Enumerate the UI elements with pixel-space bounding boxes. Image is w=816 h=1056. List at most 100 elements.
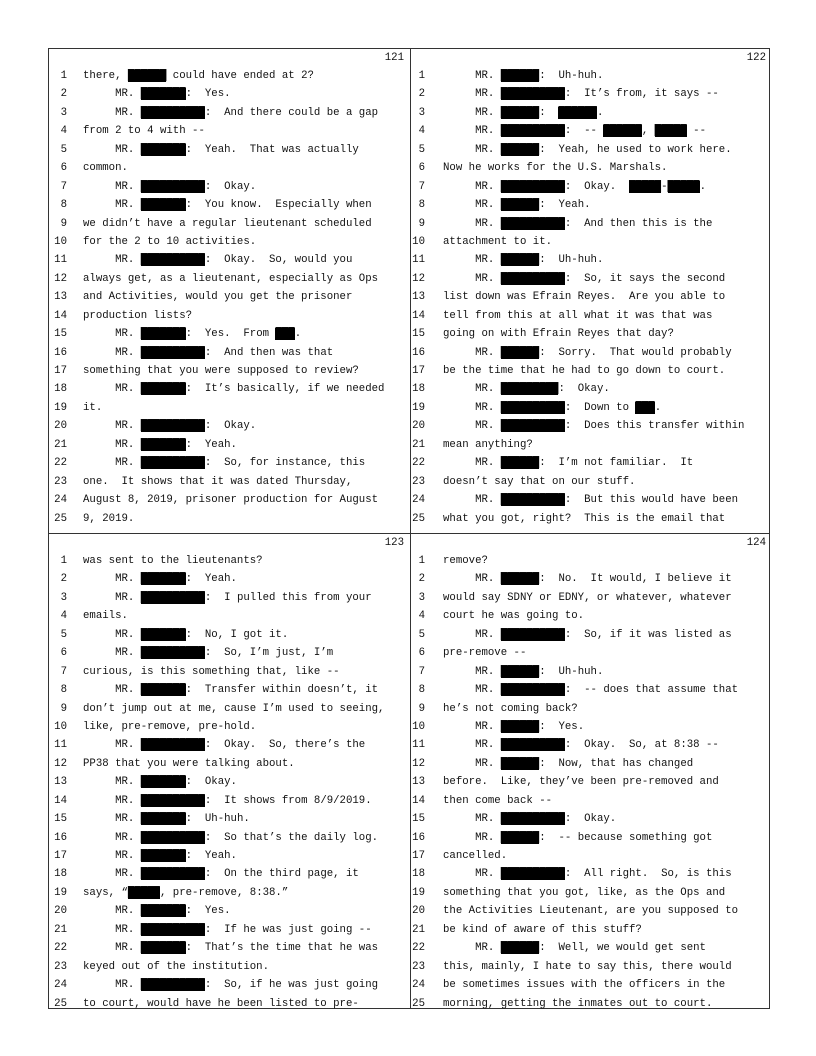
line-text: MR. ██████████: Okay. xyxy=(83,420,257,433)
redaction-box: ██████████ xyxy=(500,420,565,433)
line-text: MR. ██████████: So, if it was listed as xyxy=(443,628,732,641)
redaction-box: ███████ xyxy=(140,328,186,341)
transcript-page: 123 1 was sent to the lieutenants? 2 MR. █… xyxy=(49,534,410,1018)
line-number: 11 xyxy=(54,254,67,267)
transcript-page: 124 1 remove? 2 MR. ██████: No. It would, … xyxy=(411,534,772,1018)
line-text: and Activities, would you get the prison… xyxy=(83,291,353,304)
line-number: 21 xyxy=(412,923,425,936)
line-text: for the 2 to 10 activities. xyxy=(83,235,257,248)
line-number: 2 xyxy=(418,88,425,101)
redaction-box: ██████████ xyxy=(500,401,565,414)
line-text: there, ██████ could have ended at 2? xyxy=(83,70,314,82)
line-text: MR. ██████████: So that’s the daily log. xyxy=(83,831,379,844)
line-number: 15 xyxy=(54,328,67,341)
page-number: 121 xyxy=(384,52,404,64)
line-text: PP38 that you were talking about. xyxy=(83,757,295,770)
redaction-box: ██████ xyxy=(500,70,540,82)
line-number: 7 xyxy=(60,180,67,193)
line-text: MR. ██████████: But this would have been xyxy=(443,494,739,507)
line-text: MR. ██████████: So, for instance, this xyxy=(83,457,366,470)
redaction-box: ██████ xyxy=(500,143,540,156)
line-number: 24 xyxy=(412,979,425,992)
redaction-box: ██████████ xyxy=(500,272,565,285)
line-text: to court, would have he been listed to p… xyxy=(83,997,359,1010)
line-text: MR. ███████: No, I got it. xyxy=(83,628,289,641)
redaction-box: ███████ xyxy=(140,628,186,641)
redaction-box: ██████ xyxy=(500,720,540,733)
line-number: 17 xyxy=(412,850,425,862)
line-number: 22 xyxy=(412,942,425,955)
redaction-box: ██████████ xyxy=(500,813,565,826)
line-number: 6 xyxy=(60,162,67,175)
redaction-box: ██████ xyxy=(127,70,167,82)
redaction-box: ██████ xyxy=(500,831,540,844)
line-text: MR. ███████: Yeah. That was actually xyxy=(83,143,359,156)
line-number: 1 xyxy=(418,555,425,567)
line-number: 18 xyxy=(54,868,67,881)
line-number: 20 xyxy=(54,420,67,433)
line-number: 24 xyxy=(54,979,67,992)
line-number: 21 xyxy=(54,923,67,936)
line-text: morning, getting the inmates out to cour… xyxy=(443,997,713,1010)
redaction-box: ███████ xyxy=(140,88,186,101)
line-text: mean anything? xyxy=(443,438,533,451)
line-text: we didn’t have a regular lieutenant sche… xyxy=(83,217,372,230)
line-number: 10 xyxy=(412,720,425,733)
line-text: attachment to it. xyxy=(443,235,553,248)
line-text: MR. ██████: Yes. xyxy=(443,720,585,733)
redaction-box: ██████████ xyxy=(140,457,205,470)
line-text: court he was going to. xyxy=(443,610,585,623)
redaction-box: ███████ xyxy=(140,684,186,697)
line-number: 1 xyxy=(60,70,67,82)
line-text: MR. ██████████: Okay. xyxy=(443,813,617,826)
line-text: MR. ██████████: Does this transfer withi… xyxy=(443,420,745,433)
redaction-box: ██████████ xyxy=(140,254,205,267)
line-number: 4 xyxy=(418,610,425,623)
line-number: 10 xyxy=(54,235,67,248)
line-text: the Activities Lieutenant, are you suppo… xyxy=(443,905,739,918)
redaction-box: ██████ xyxy=(500,199,540,212)
transcript-page: 122 1 MR. ██████: Uh-huh. 2 MR. █████████… xyxy=(411,49,772,533)
line-number: 14 xyxy=(54,794,67,807)
line-text: cancelled. xyxy=(443,850,508,862)
line-text: MR. ██████████: So, if he was just going xyxy=(83,979,379,992)
redaction-box: ██████ xyxy=(500,254,540,267)
line-number: 21 xyxy=(54,438,67,451)
redaction-box: ██████████ xyxy=(500,217,565,230)
line-text: always get, as a lieutenant, especially … xyxy=(83,272,379,285)
line-text: don’t jump out at me, cause I’m used to … xyxy=(83,702,385,715)
line-number: 25 xyxy=(412,997,425,1010)
redaction-box: ██████████ xyxy=(140,739,205,752)
line-text: MR. ███████: That’s the time that he was xyxy=(83,942,379,955)
line-number: 24 xyxy=(412,494,425,507)
line-text: MR. ██████████: Okay. So, at 8:38 -- xyxy=(443,739,719,752)
redaction-box: ██████████ xyxy=(140,106,205,119)
line-number: 16 xyxy=(412,831,425,844)
line-number: 17 xyxy=(412,365,425,377)
line-number: 25 xyxy=(54,512,67,525)
line-text: MR. ██████████: It shows from 8/9/2019. xyxy=(83,794,372,807)
line-number: 15 xyxy=(412,813,425,826)
redaction-box: ██████████ xyxy=(500,739,565,752)
line-text: then come back -- xyxy=(443,794,553,807)
line-number: 14 xyxy=(412,794,425,807)
line-number: 1 xyxy=(60,555,67,567)
line-text: MR. ███████: Yeah. xyxy=(83,850,237,862)
line-text: Now he works for the U.S. Marshals. xyxy=(443,162,668,175)
redaction-box: ██████████ xyxy=(140,420,205,433)
line-text: something that you got, like, as the Ops… xyxy=(443,886,726,899)
line-text: remove? xyxy=(443,555,488,567)
line-number: 11 xyxy=(54,739,67,752)
line-text: would say SDNY or EDNY, or whatever, wha… xyxy=(443,591,732,604)
line-number: 9 xyxy=(60,217,67,230)
line-text: emails. xyxy=(83,610,128,623)
line-number: 19 xyxy=(412,401,425,414)
line-number: 18 xyxy=(412,383,425,396)
line-text: he’s not coming back? xyxy=(443,702,578,715)
line-number: 20 xyxy=(412,420,425,433)
redaction-box: ██████████ xyxy=(500,628,565,641)
redaction-box: ██████████ xyxy=(500,88,565,101)
line-text: MR. ███████: Okay. xyxy=(83,776,237,789)
line-text: list down was Efrain Reyes. Are you able… xyxy=(443,291,726,304)
redaction-box: ██████████ xyxy=(140,923,205,936)
